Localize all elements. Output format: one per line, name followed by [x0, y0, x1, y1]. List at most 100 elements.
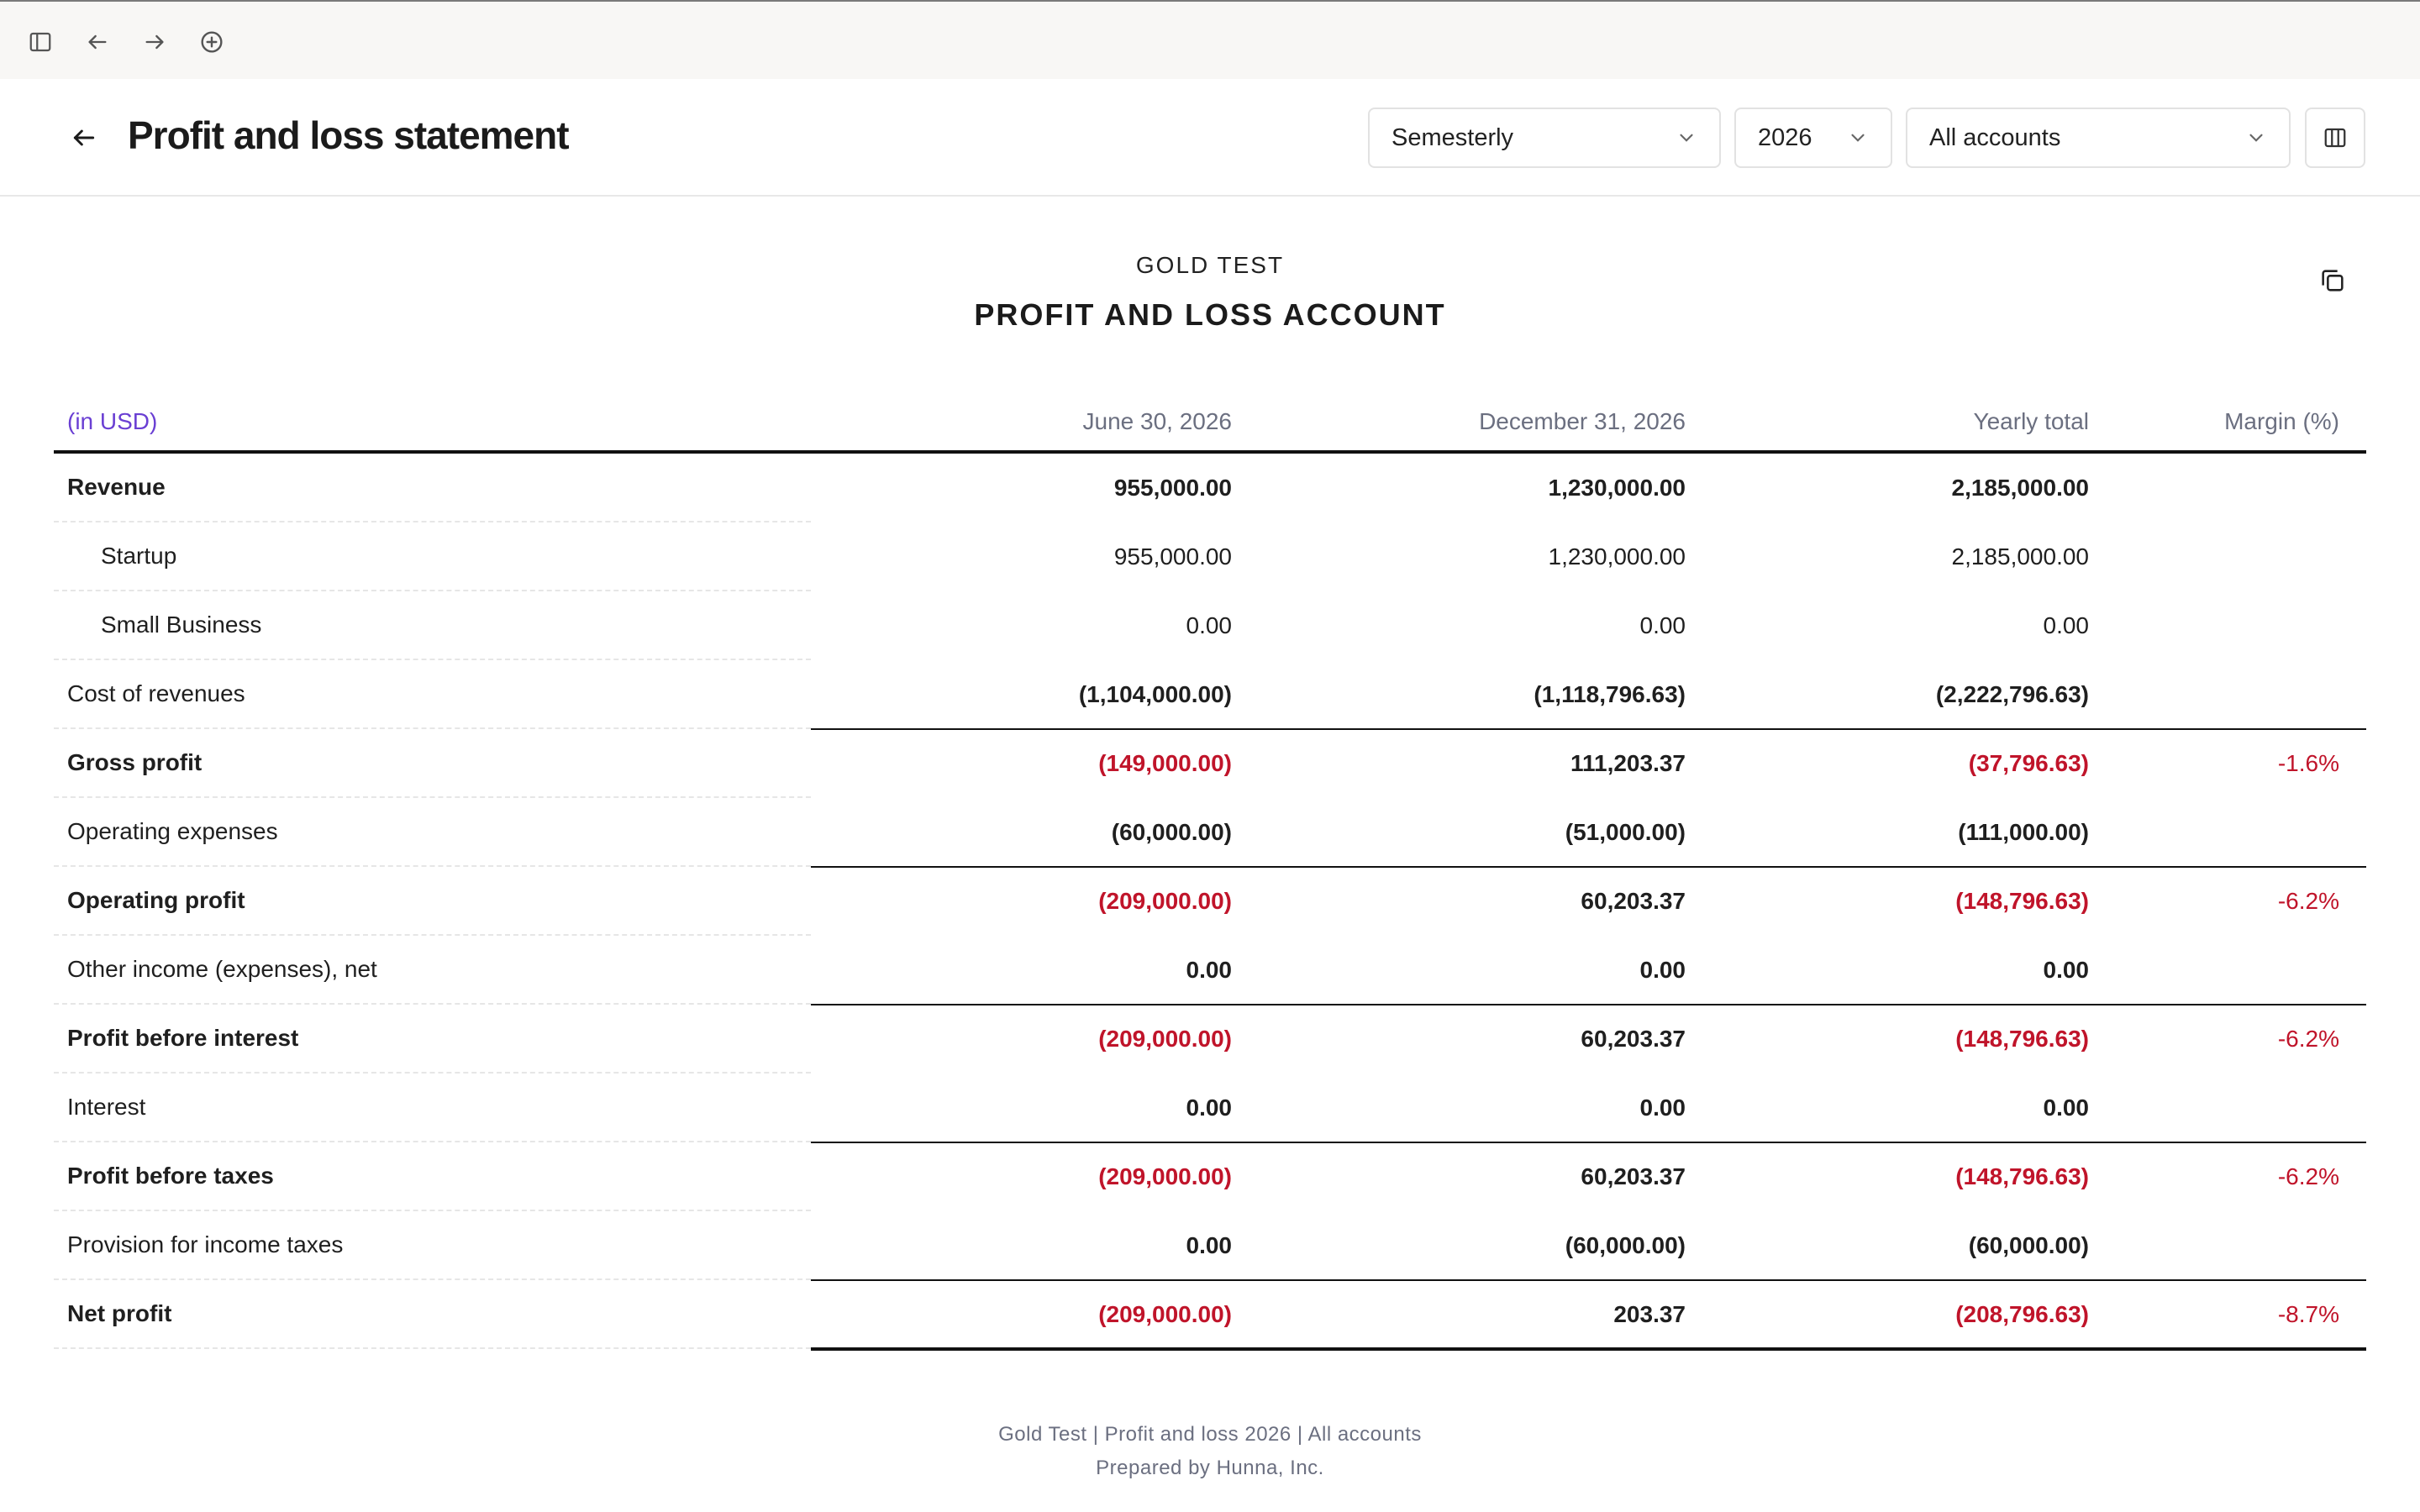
total-rule: [811, 1347, 2366, 1351]
row-label: Cost of revenues: [54, 660, 811, 729]
period-select-value: Semesterly: [1392, 123, 1514, 151]
cell-h2: (60,000.00): [1565, 1232, 1686, 1258]
row-label: Other income (expenses), net: [54, 936, 811, 1005]
cell-margin: -8.7%: [2277, 1301, 2339, 1327]
unit-label: (in USD): [67, 408, 158, 434]
table-row: Interest 0.00 0.00 0.00: [54, 1074, 2366, 1142]
subtotal-rule: [811, 866, 2366, 868]
table-row: Other income (expenses), net 0.00 0.00 0…: [54, 936, 2366, 1005]
table-row: Small Business 0.00 0.00 0.00: [54, 591, 2366, 660]
cell-yearly: (37,796.63): [1968, 750, 2089, 776]
accounts-select-value: All accounts: [1929, 123, 2061, 151]
cell-h2: 60,203.37: [1581, 1026, 1686, 1052]
page-header: Profit and loss statement Semesterly 202…: [0, 79, 2420, 197]
profit-loss-table: (in USD) June 30, 2026 December 31, 2026…: [54, 395, 2366, 1351]
table-row: Operating expenses (60,000.00) (51,000.0…: [54, 798, 2366, 867]
cell-yearly: 0.00: [2043, 957, 2090, 983]
row-label: Gross profit: [54, 729, 811, 798]
table-row: Startup 955,000.00 1,230,000.00 2,185,00…: [54, 522, 2366, 591]
table-row: Cost of revenues (1,104,000.00) (1,118,7…: [54, 660, 2366, 729]
cell-h2: 1,230,000.00: [1548, 475, 1686, 501]
top-toolbar: [0, 0, 2420, 79]
cell-h1: 955,000.00: [1113, 475, 1232, 501]
cell-h2: 60,203.37: [1581, 888, 1686, 914]
cell-h2: (51,000.00): [1565, 819, 1686, 845]
cell-h2: 60,203.37: [1581, 1163, 1686, 1189]
row-label: Revenue: [54, 454, 811, 522]
report-title: PROFIT AND LOSS ACCOUNT: [974, 297, 1446, 332]
cell-margin: -1.6%: [2277, 750, 2339, 776]
row-label: Provision for income taxes: [54, 1211, 811, 1280]
arrow-left-icon: [73, 129, 95, 146]
cell-yearly: (2,222,796.63): [1935, 681, 2089, 707]
table-header: (in USD) June 30, 2026 December 31, 2026…: [54, 395, 2366, 454]
row-label: Startup: [54, 522, 811, 591]
columns-icon: [2324, 128, 2346, 148]
cell-h1: 0.00: [1186, 957, 1233, 983]
column-header-yearly: Yearly total: [1973, 408, 2090, 434]
cell-h1: 0.00: [1186, 1095, 1233, 1121]
cell-margin: -6.2%: [2277, 1026, 2339, 1052]
accounts-select[interactable]: All accounts: [1906, 108, 2291, 168]
cell-h1: (1,104,000.00): [1078, 681, 1232, 707]
row-label: Interest: [54, 1074, 811, 1142]
cell-h2: 111,203.37: [1570, 750, 1686, 776]
cell-yearly: (148,796.63): [1955, 888, 2089, 914]
cell-yearly: (148,796.63): [1955, 1026, 2089, 1052]
table-row: Operating profit (209,000.00) 60,203.37 …: [54, 866, 2366, 936]
cell-yearly: (111,000.00): [1958, 819, 2089, 845]
arrow-right-icon[interactable]: [138, 25, 171, 59]
copy-button[interactable]: [2316, 264, 2349, 297]
columns-toggle-button[interactable]: [2305, 108, 2365, 168]
table-row: Gross profit (149,000.00) 111,203.37 (37…: [54, 728, 2366, 798]
column-header-margin: Margin (%): [2224, 408, 2339, 434]
table-row: Profit before interest (209,000.00) 60,2…: [54, 1004, 2366, 1074]
footer-summary: Gold Test | Profit and loss 2026 | All a…: [998, 1423, 1422, 1446]
cell-h2: 0.00: [1639, 612, 1686, 638]
column-header-h1: June 30, 2026: [1082, 408, 1233, 434]
page-title: Profit and loss statement: [128, 113, 570, 157]
back-button[interactable]: [66, 119, 103, 156]
cell-yearly: 2,185,000.00: [1951, 475, 2090, 501]
cell-yearly: (148,796.63): [1955, 1163, 2089, 1189]
cell-h1: (60,000.00): [1111, 819, 1232, 845]
cell-h1: 0.00: [1186, 612, 1233, 638]
cell-yearly: 0.00: [2043, 612, 2090, 638]
cell-yearly: (208,796.63): [1955, 1301, 2089, 1327]
cell-yearly: 0.00: [2043, 1095, 2090, 1121]
year-select-value: 2026: [1758, 123, 1812, 151]
row-label: Operating expenses: [54, 798, 811, 867]
cell-yearly: 2,185,000.00: [1951, 543, 2090, 570]
cell-h1: 0.00: [1186, 1232, 1233, 1258]
cell-h1: 955,000.00: [1113, 543, 1232, 570]
cell-h2: 1,230,000.00: [1548, 543, 1686, 570]
arrow-left-icon[interactable]: [81, 25, 114, 59]
cell-h1: (209,000.00): [1098, 1026, 1232, 1052]
cell-h1: (209,000.00): [1098, 1301, 1232, 1327]
table-row: Profit before taxes (209,000.00) 60,203.…: [54, 1142, 2366, 1211]
subtotal-rule: [811, 1142, 2366, 1143]
subtotal-rule: [811, 1004, 2366, 1005]
plus-circle-icon[interactable]: [195, 25, 229, 59]
year-select[interactable]: 2026: [1734, 108, 1892, 168]
table-row: Net profit (209,000.00) 203.37 (208,796.…: [54, 1279, 2366, 1351]
copy-icon: [2322, 270, 2344, 291]
row-label: Net profit: [54, 1280, 811, 1349]
sidebar-icon[interactable]: [24, 25, 57, 59]
cell-h1: (209,000.00): [1098, 888, 1232, 914]
cell-h2: 203.37: [1613, 1301, 1686, 1327]
chevron-down-icon: [1680, 134, 1693, 142]
subtotal-rule: [811, 728, 2366, 730]
table-row: Revenue 955,000.00 1,230,000.00 2,185,00…: [54, 454, 2366, 522]
cell-h1: (209,000.00): [1098, 1163, 1232, 1189]
period-select[interactable]: Semesterly: [1368, 108, 1721, 168]
row-label: Profit before taxes: [54, 1142, 811, 1211]
cell-h2: 0.00: [1639, 1095, 1686, 1121]
cell-margin: -6.2%: [2277, 1163, 2339, 1189]
cell-h1: (149,000.00): [1098, 750, 1232, 776]
column-header-h2: December 31, 2026: [1479, 408, 1686, 434]
subtotal-rule: [811, 1279, 2366, 1281]
chevron-down-icon: [2249, 134, 2263, 142]
report-company: GOLD TEST: [1135, 252, 1285, 278]
cell-h2: 0.00: [1639, 957, 1686, 983]
